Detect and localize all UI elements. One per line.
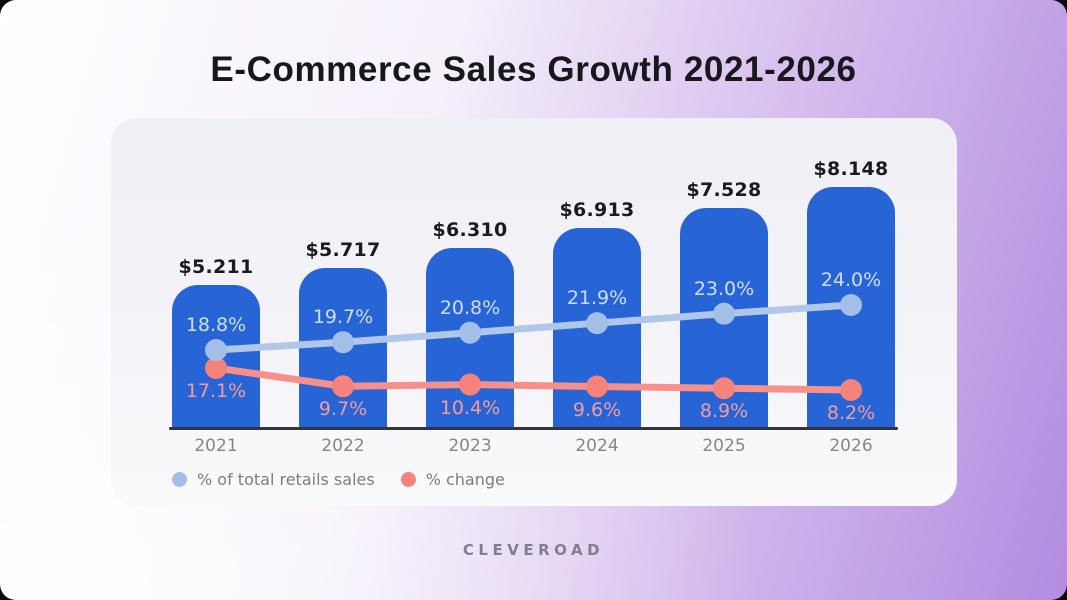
percent-change-line [212, 364, 855, 394]
x-axis-label: 2023 [448, 436, 492, 456]
bar-value-label: $6.913 [559, 199, 635, 222]
line-point-label-blue: 21.9% [566, 287, 628, 310]
chart-legend: % of total retails sales % change [172, 470, 505, 489]
line-chart-svg [205, 294, 862, 402]
total-retail-sales-point [459, 321, 481, 344]
percent-change-point [332, 375, 354, 398]
line-point-label-blue: 23.0% [693, 277, 755, 300]
percent-change-point [459, 373, 481, 396]
brand-logo: CLEVEROAD [462, 541, 605, 559]
chart-card: $5.211 18.8% 17.1% 2021 $5.717 19.7% 9.7% 2022 $… [111, 118, 957, 506]
total-retail-sales-point [713, 302, 735, 325]
total-retail-sales-point [205, 339, 227, 361]
total-retail-sales-point [332, 331, 354, 354]
x-axis-label: 2026 [829, 436, 873, 456]
line-point-label-blue: 19.7% [312, 306, 374, 329]
percent-change-point [713, 377, 735, 400]
legend-label: % change [425, 470, 505, 489]
line-point-label-red: 10.4% [439, 396, 501, 419]
x-axis-label: 2024 [575, 436, 619, 456]
line-point-label-blue: 20.8% [439, 296, 501, 319]
legend-label: % of total retails sales [197, 470, 375, 489]
x-axis-label: 2022 [321, 436, 365, 456]
line-point-label-blue: 18.8% [185, 314, 247, 336]
legend-blue-dot-icon [172, 472, 187, 487]
x-axis-line [169, 427, 898, 430]
percent-change-point [586, 375, 608, 398]
total-retail-sales-point [586, 312, 608, 335]
bar-value-label: $6.310 [432, 219, 508, 242]
x-axis-label: 2025 [702, 436, 746, 456]
page-title: E-Commerce Sales Growth 2021-2026 [210, 50, 857, 89]
total-retail-sales-line [212, 301, 855, 354]
line-point-label-red: 8.9% [699, 400, 749, 423]
legend-item-percent-change: % change [400, 470, 505, 489]
line-point-label-blue: 24.0% [820, 269, 882, 292]
line-point-label-red: 17.1% [185, 380, 247, 402]
percent-change-point [840, 379, 862, 402]
bar-value-label: $5.717 [305, 239, 381, 262]
bar-value-label: $7.528 [686, 178, 762, 201]
percent-change-point [205, 357, 227, 379]
x-axis-label: 2021 [194, 436, 238, 456]
total-retail-sales-point [840, 294, 862, 317]
line-point-label-red: 9.6% [572, 398, 622, 421]
legend-item-total-retail-sales: % of total retails sales [172, 470, 375, 489]
legend-red-dot-icon [400, 472, 416, 487]
bar-value-label: $8.148 [813, 157, 889, 180]
line-point-label-red: 8.2% [826, 402, 876, 424]
labels-layer: $5.211 18.8% 17.1% 2021 $5.717 19.7% 9.7% 2022 $… [111, 118, 957, 506]
bar-value-label: $5.211 [178, 256, 254, 278]
line-point-label-red: 9.7% [318, 398, 368, 421]
